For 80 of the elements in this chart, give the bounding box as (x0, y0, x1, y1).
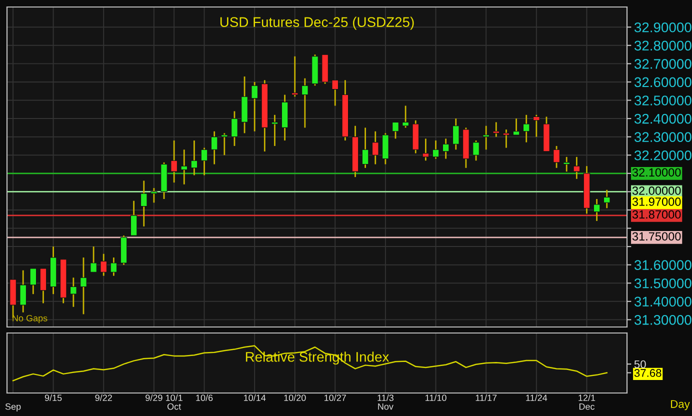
candlestick (533, 114, 540, 138)
candlestick (522, 114, 530, 144)
y-tick-label: 32.70000 (634, 59, 692, 69)
candlestick (30, 268, 37, 295)
candlestick (372, 130, 379, 165)
candlestick (492, 122, 500, 138)
candlestick (251, 81, 258, 132)
x-tick-label: 10/6 (196, 394, 213, 402)
candlestick (190, 140, 198, 176)
candlestick (150, 187, 158, 204)
y-tick-label: 31.30000 (634, 315, 692, 325)
candlestick (392, 122, 399, 140)
y-tick-label: 32.50000 (634, 96, 692, 106)
candlestick (291, 56, 298, 98)
candlestick (231, 110, 238, 147)
candlestick (40, 268, 47, 304)
candlestick (90, 246, 97, 273)
y-tick-label: 31.60000 (634, 260, 692, 270)
x-tick-label: 9/22 (95, 394, 112, 402)
candlestick (553, 145, 560, 169)
candlestick (472, 140, 480, 162)
ref-line-label: 32.10000 (632, 168, 681, 177)
y-tick-label: 32.90000 (634, 22, 692, 32)
candlestick (170, 140, 178, 184)
candlestick (140, 180, 148, 228)
candlestick (573, 156, 580, 180)
candlestick (512, 118, 520, 136)
x-tick-label: 10/14 (244, 394, 266, 402)
text: 31.97000 (632, 198, 681, 206)
line-series (12, 345, 608, 382)
y-tick-label: 32.60000 (634, 77, 692, 88)
candlestick (452, 118, 460, 150)
y-tick-label: 32.20000 (634, 150, 692, 160)
x-tick-label: 10/1 Oct (166, 394, 182, 410)
x-tick-label: 10/20 (284, 394, 306, 402)
candlestick (80, 256, 87, 315)
candlestick (432, 140, 440, 160)
x-tick-label: 11/3 Nov (378, 394, 394, 410)
y-tick-label: 37.68 (634, 369, 662, 377)
x-tick-label: 12/1 Dec (578, 394, 596, 410)
candlestick (100, 253, 108, 276)
candlestick (422, 138, 430, 162)
y-tick-label: 31.50000 (634, 278, 692, 288)
candlestick (271, 114, 278, 147)
ref-line-label: 31.75000 (632, 232, 681, 241)
candlestick (603, 189, 610, 209)
y-tick-label: 31.40000 (634, 296, 692, 307)
text: Day (671, 400, 690, 410)
x-tick-label: 11/24 (526, 394, 548, 402)
candlestick (221, 132, 228, 156)
y-tick-label: 32.30000 (634, 132, 692, 142)
y-tick-label: 32.40000 (634, 114, 692, 124)
x-tick-label: Sep (5, 403, 21, 412)
candlestick (210, 130, 218, 165)
text: USD Futures Dec-25 (USDZ25) (220, 16, 414, 30)
candlestick (332, 79, 339, 106)
candlestick (502, 128, 510, 148)
candlestick (180, 148, 188, 186)
candlestick (20, 270, 27, 314)
candlestick (110, 256, 118, 276)
candlestick (382, 132, 389, 165)
candlestick (593, 198, 600, 222)
candlestick (362, 126, 369, 169)
candlestick (200, 147, 208, 176)
candlestick (482, 125, 490, 150)
candlestick (402, 105, 409, 128)
x-tick-label: 11/10 (425, 394, 446, 402)
x-tick-label: 11/17 (476, 394, 497, 402)
ref-line-label: 32.00000 (632, 186, 681, 195)
y-tick-label: 32.80000 (634, 40, 692, 51)
x-tick-label: 9/15 (44, 394, 62, 402)
ref-line-label: 31.87000 (632, 210, 681, 219)
candlestick (302, 78, 308, 128)
candlestick (130, 200, 138, 236)
x-tick-label: 9/29 (146, 394, 162, 402)
candlestick (563, 156, 570, 172)
x-tick-label: 10/27 (324, 394, 346, 402)
candlestick (70, 276, 77, 308)
candlestick (442, 138, 450, 160)
y-tick-label: 50 (634, 360, 646, 368)
